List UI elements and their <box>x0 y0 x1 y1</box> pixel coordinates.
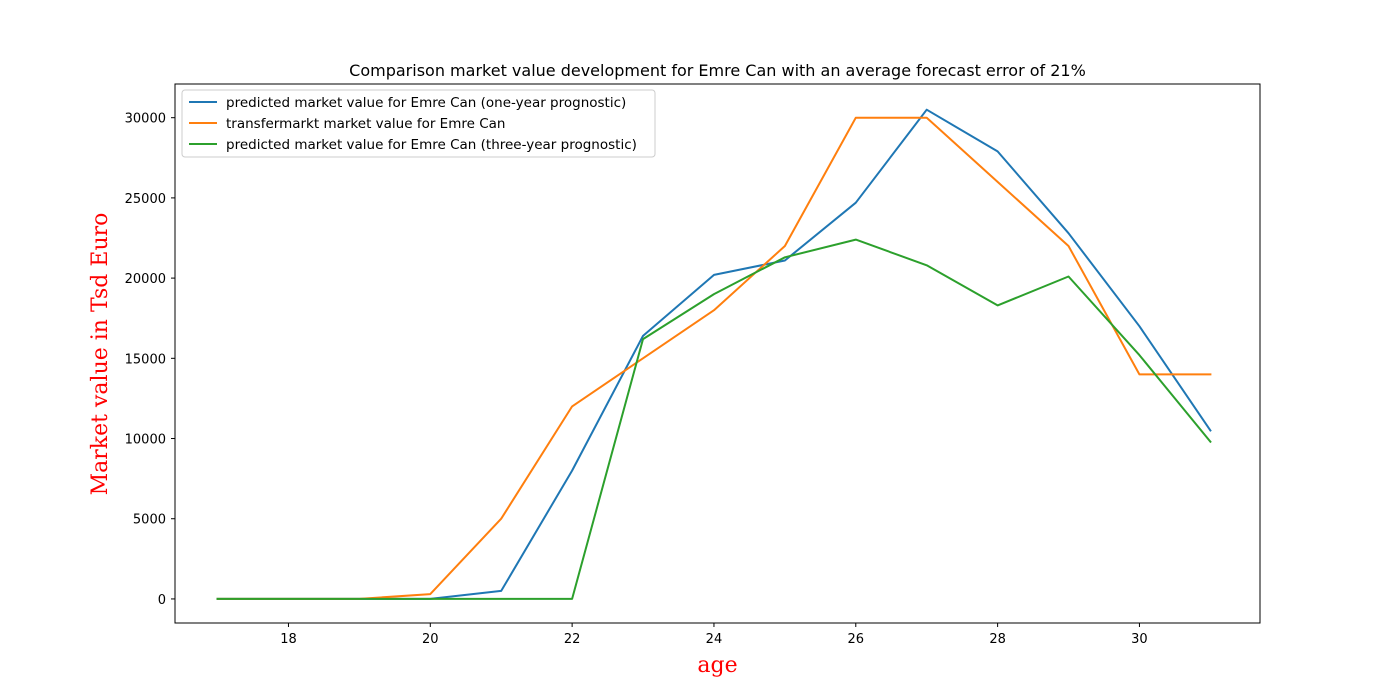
legend-label-three-year: predicted market value for Emre Can (thr… <box>226 137 637 153</box>
series-layer <box>216 108 1212 600</box>
chart-title: Comparison market value development for … <box>349 61 1086 80</box>
y-tick-label: 10000 <box>125 433 166 448</box>
x-tick-label: 26 <box>848 632 865 647</box>
y-tick-label: 25000 <box>125 192 166 207</box>
legend-frame <box>181 89 656 158</box>
y-tick-label: 30000 <box>125 112 166 127</box>
plot-area-frame <box>174 83 1261 624</box>
x-tick-label: 22 <box>564 632 581 647</box>
series-line-three-year <box>216 238 1212 600</box>
y-tick-label: 20000 <box>125 272 166 287</box>
y-tick-label: 0 <box>158 593 166 608</box>
legend: predicted market value for Emre Can (one… <box>181 89 656 158</box>
x-axis-label: age <box>697 653 737 678</box>
x-tick-label: 18 <box>280 632 297 647</box>
legend-label-one-year: predicted market value for Emre Can (one… <box>226 95 626 111</box>
y-tick-label: 5000 <box>133 513 166 528</box>
y-axis-label: Market value in Tsd Euro <box>88 213 113 496</box>
x-tick-label: 28 <box>989 632 1006 647</box>
series-line-transfermarkt <box>216 116 1212 600</box>
legend-label-transfermarkt: transfermarkt market value for Emre Can <box>226 116 505 132</box>
x-tick-label: 24 <box>706 632 723 647</box>
x-tick-label: 20 <box>422 632 439 647</box>
x-tick-label: 30 <box>1131 632 1148 647</box>
y-axis-ticks: 0 5000 10000 15000 20000 25000 30000 <box>125 112 175 608</box>
y-tick-label: 15000 <box>125 352 166 367</box>
x-axis-ticks: 18 20 22 24 26 28 30 <box>280 623 1148 647</box>
